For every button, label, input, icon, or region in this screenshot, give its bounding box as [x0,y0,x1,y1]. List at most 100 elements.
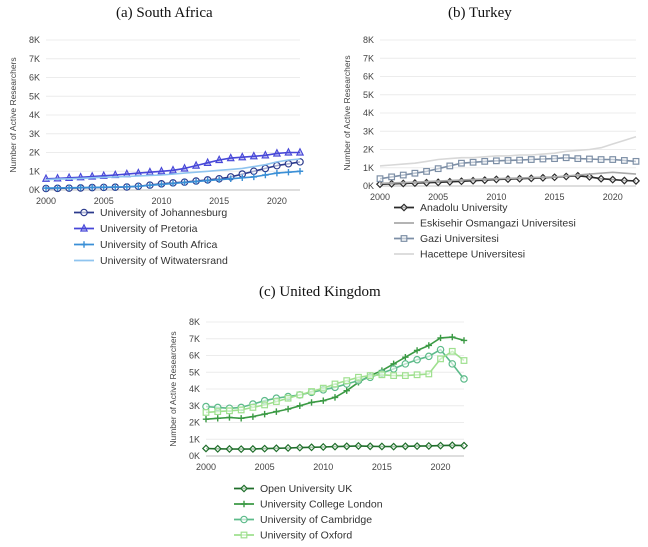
data-point [249,151,258,160]
data-point [481,157,489,165]
data-point [366,372,374,380]
data-point [401,442,410,451]
y-tick-label: 5K [363,90,374,100]
data-point [366,442,375,451]
data-point [213,444,222,453]
series-2 [202,345,468,413]
data-point [436,441,445,450]
data-point [620,157,628,164]
y-tick-label: 1K [29,166,40,176]
data-point [425,342,433,349]
series-line [379,171,637,185]
y-tick-label: 0K [29,185,40,195]
data-point [492,157,500,165]
y-tick-label: 4K [363,108,374,118]
series-2 [376,154,640,183]
data-point [413,371,421,379]
data-point [201,444,211,453]
data-point [284,159,293,168]
legend-item: Gazi Universitesi [394,233,499,245]
data-point [342,442,351,451]
data-point [460,375,468,383]
series-3 [45,158,301,181]
data-point [238,152,247,161]
chart-turkey: 0K 1K 2K 3K 4K 5K 6K 7K 8K 2000 2005 2010 2015 2020 Nu… [342,35,641,261]
legend-label: Open University UK [260,483,352,495]
chart-united-kingdom: 0K 1K 2K 3K 4K 5K 6K 7K 8K 2000 2005 2010 2015 2020 Nu… [168,317,469,542]
data-point [437,355,444,363]
y-tick-label: 2K [29,148,40,158]
y-tick-label: 8K [189,317,200,327]
legend-label: Anadolu University [420,202,508,214]
data-point [319,384,327,392]
legend-label: University of Cambridge [260,514,372,526]
data-point [354,441,363,450]
y-tick-label: 5K [29,91,40,101]
legend-marker [240,531,248,539]
data-point [250,167,258,176]
data-point [284,394,292,402]
x-tick-label: 2005 [255,462,275,472]
x-tick-label: 2005 [428,192,448,202]
data-point [330,442,340,451]
data-point [480,176,489,185]
data-point [343,387,350,394]
data-point [562,154,570,162]
data-point [434,165,442,173]
x-tick-label: 2015 [209,196,229,206]
legend-label: Hacettepe Universitesi [420,249,525,261]
x-tick-label: 2010 [313,462,333,472]
data-point [284,147,293,156]
data-point [237,406,245,414]
data-point [527,156,535,163]
data-point [272,398,280,405]
data-point [295,147,305,156]
data-point [261,410,268,418]
legend-marker [240,515,248,524]
data-point [273,408,280,415]
data-point [355,373,362,381]
legend-item: University of Witwatersrand [74,255,228,267]
legend-item: Open University UK [234,483,352,495]
data-point [425,352,433,361]
data-point [608,175,617,184]
data-point [449,333,456,341]
chart-title-sa: (a) South Africa [116,5,213,21]
data-point [54,184,61,192]
data-point [389,365,398,373]
legend-marker [80,208,88,217]
data-point [261,401,269,409]
legend-item: Anadolu University [394,202,508,214]
y-tick-label: 8K [29,35,40,45]
legend-item: Eskisehir Osmangazi Universitesi [394,218,576,230]
y-tick-label: 7K [363,53,374,63]
data-point [422,178,431,187]
y-axis-label: Number of Active Researchers [342,55,352,170]
data-point [446,162,454,170]
y-tick-label: 3K [189,401,200,411]
series-3 [202,347,468,416]
data-point [112,183,119,191]
data-point [308,399,315,406]
data-point [226,153,235,162]
y-tick-label: 6K [189,351,200,361]
data-point [437,334,444,342]
x-tick-label: 2000 [370,192,390,202]
data-point [248,444,257,454]
y-tick-label: 4K [189,384,200,394]
data-point [181,179,188,186]
legend-item: University of South Africa [74,239,217,251]
data-point [169,180,177,187]
data-point [250,173,258,181]
data-point [460,337,468,344]
legend-marker [79,223,89,232]
data-point [273,169,281,177]
data-point [504,157,512,164]
data-point [227,175,234,182]
legend-item: University College London [234,499,383,511]
data-point [307,443,316,452]
data-point [88,184,96,191]
legend-item: Hacettepe Universitesi [394,249,525,261]
data-point [65,184,73,191]
data-point [77,184,84,191]
